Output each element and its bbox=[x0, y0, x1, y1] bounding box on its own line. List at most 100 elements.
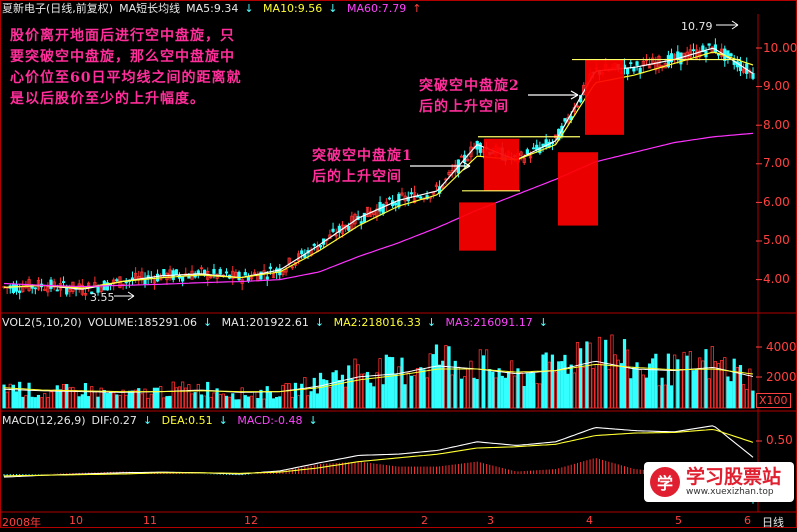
up-candle bbox=[80, 284, 84, 295]
ma-line-ma60 bbox=[3, 132, 754, 288]
volume-bar-up bbox=[538, 383, 542, 409]
date-label: 11 bbox=[143, 514, 157, 527]
volume-bar-up bbox=[688, 351, 692, 409]
watermark-name: 学习股票站 bbox=[686, 465, 782, 488]
volume-bar-down bbox=[563, 354, 567, 409]
annotation-line: 是以后股价至少的上升幅度。 bbox=[10, 91, 205, 107]
volume-bar-up bbox=[613, 354, 617, 409]
volume-bar-up bbox=[638, 369, 642, 409]
volume-bar-down bbox=[644, 377, 649, 409]
up-candle bbox=[400, 192, 404, 196]
volume-bar-up bbox=[228, 396, 232, 409]
volume-bar-down bbox=[391, 357, 395, 409]
down-candle bbox=[162, 269, 166, 276]
down-arrow-icon: ↓ bbox=[202, 316, 213, 329]
up-candle bbox=[199, 267, 204, 270]
down-candle bbox=[729, 53, 733, 57]
volume-bar-down bbox=[36, 394, 41, 409]
up-candle bbox=[698, 50, 702, 58]
hover-zone-box bbox=[459, 202, 496, 251]
volume-bar-down bbox=[381, 384, 385, 409]
volume-bar-up bbox=[588, 342, 592, 409]
volume-bar-up bbox=[359, 373, 363, 409]
down-candle bbox=[563, 118, 567, 122]
volume-bar-up bbox=[485, 349, 489, 409]
volume-bar-up bbox=[469, 360, 473, 409]
up-candle bbox=[528, 155, 533, 159]
down-arrow-icon: ↓ bbox=[308, 414, 318, 427]
down-candle bbox=[532, 147, 536, 150]
watermark: 学 学习股票站 www.xuexizhan.top bbox=[644, 462, 794, 502]
volume-bar-down bbox=[168, 395, 172, 409]
volume-bar-up bbox=[121, 389, 125, 409]
up-candle bbox=[99, 287, 103, 292]
vma1-readout: MA1:201922.61 bbox=[221, 316, 309, 329]
up-candle bbox=[519, 151, 523, 156]
volume-bar-down bbox=[372, 386, 376, 409]
volume-bar-down bbox=[632, 366, 636, 409]
up-candle bbox=[21, 286, 25, 292]
up-candle bbox=[566, 117, 570, 123]
volume-bar-down bbox=[403, 384, 407, 409]
down-candle bbox=[259, 271, 263, 280]
down-candle bbox=[174, 269, 178, 275]
up-candle bbox=[466, 158, 470, 162]
volume-bar-up bbox=[71, 386, 75, 409]
volume-bar-down bbox=[65, 384, 69, 409]
volume-bar-up bbox=[600, 363, 605, 409]
volume-bar-down bbox=[193, 392, 197, 409]
up-candle bbox=[694, 49, 699, 59]
down-candle bbox=[337, 225, 341, 233]
volume-bar-up bbox=[682, 351, 686, 409]
volume-bar-down bbox=[199, 394, 204, 409]
volume-bar-down bbox=[206, 381, 210, 409]
volume-bar-down bbox=[647, 363, 652, 409]
volume-bar-down bbox=[541, 354, 545, 409]
volume-bar-down bbox=[275, 397, 279, 409]
volume-bar-down bbox=[130, 390, 135, 409]
volume-bar-up bbox=[375, 372, 379, 409]
low-arrow-icon bbox=[114, 291, 135, 301]
volume-bar-down bbox=[459, 378, 464, 409]
up-candle bbox=[434, 184, 439, 187]
volume-readout: VOLUME:185291.06 bbox=[87, 316, 197, 329]
volume-bar-up bbox=[720, 359, 724, 409]
up-candle bbox=[231, 270, 235, 279]
volume-bar-up bbox=[190, 393, 194, 409]
volume-bar-down bbox=[488, 368, 492, 409]
down-candle bbox=[347, 225, 351, 231]
down-candle bbox=[419, 196, 423, 199]
volume-bar-down bbox=[83, 383, 88, 409]
volume-bar-up bbox=[397, 366, 401, 409]
up-candle bbox=[284, 268, 288, 273]
volume-bar-up bbox=[412, 374, 417, 409]
volume-bar-down bbox=[579, 348, 583, 409]
volume-bar-down bbox=[18, 381, 22, 409]
volume-bar-down bbox=[566, 373, 570, 409]
volume-bar-up bbox=[328, 386, 332, 409]
volume-bar-down bbox=[557, 361, 561, 409]
down-candle bbox=[525, 149, 529, 155]
volume-bar-down bbox=[560, 361, 564, 409]
down-candle bbox=[11, 284, 16, 293]
volume-bar-up bbox=[187, 384, 191, 409]
down-arrow-icon: ↓ bbox=[314, 316, 325, 329]
volume-bar-down bbox=[340, 374, 345, 409]
volume-bar-up bbox=[513, 375, 517, 409]
price-tick: 5.00 bbox=[763, 233, 790, 247]
volume-bar-up bbox=[713, 361, 717, 409]
volume-bar-down bbox=[237, 399, 241, 409]
breakout-1-annotation: 突破空中盘旋1 后的上升空间 bbox=[312, 146, 413, 188]
volume-bar-up bbox=[46, 396, 50, 409]
volume-bar-up bbox=[378, 358, 382, 409]
volume-bar-up bbox=[741, 384, 746, 409]
volume-ma-line bbox=[3, 360, 754, 393]
volume-bar-up bbox=[221, 393, 225, 409]
up-candle bbox=[365, 206, 370, 218]
up-candle bbox=[334, 234, 338, 237]
up-candle bbox=[68, 289, 72, 293]
volume-bar-up bbox=[607, 368, 611, 409]
down-candle bbox=[265, 276, 269, 280]
volume-bar-up bbox=[553, 371, 558, 409]
